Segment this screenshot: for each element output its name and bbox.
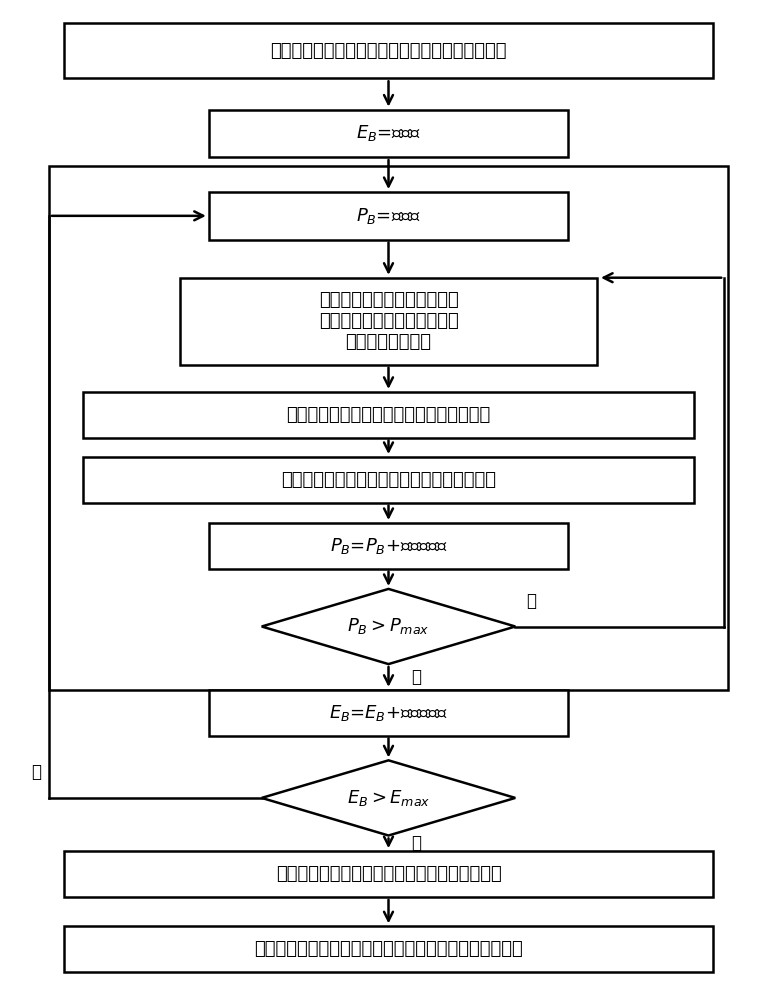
FancyBboxPatch shape (210, 192, 567, 240)
FancyBboxPatch shape (82, 457, 695, 503)
Text: $P_B$=$P_B$+第一固定值: $P_B$=$P_B$+第一固定值 (329, 536, 448, 556)
Text: 否: 否 (527, 592, 536, 610)
Text: 否: 否 (32, 763, 42, 781)
Text: 输入负荷、风电数据及火电机组常规调峰出力范围: 输入负荷、风电数据及火电机组常规调峰出力范围 (270, 42, 507, 60)
Text: 根据每日充放电深度计算储能系统运行寿命: 根据每日充放电深度计算储能系统运行寿命 (287, 406, 490, 424)
Text: 是: 是 (411, 834, 421, 852)
Text: $E_B$=$E_B$+第二固定值: $E_B$=$E_B$+第二固定值 (329, 703, 448, 723)
FancyBboxPatch shape (210, 110, 567, 157)
Text: 计算在该配置下储能系统全寿命周期内净收益: 计算在该配置下储能系统全寿命周期内净收益 (281, 471, 496, 489)
FancyBboxPatch shape (210, 690, 567, 736)
FancyBboxPatch shape (179, 278, 598, 365)
Polygon shape (262, 760, 515, 836)
FancyBboxPatch shape (64, 23, 713, 78)
Text: $P_B$=初始值: $P_B$=初始值 (357, 206, 420, 226)
FancyBboxPatch shape (210, 523, 567, 569)
Text: $P_B > P_{max}$: $P_B > P_{max}$ (347, 616, 430, 637)
Text: $E_B > E_{max}$: $E_B > E_{max}$ (347, 788, 430, 808)
Text: 选取净收益最大的配置方案作为储能系统的待选配置方案: 选取净收益最大的配置方案作为储能系统的待选配置方案 (254, 940, 523, 958)
FancyBboxPatch shape (82, 392, 695, 438)
Polygon shape (262, 589, 515, 664)
Text: 根据第二层优化目标函数求解
优化的储能系统充、放电功率
及新增风电接纳量: 根据第二层优化目标函数求解 优化的储能系统充、放电功率 及新增风电接纳量 (319, 291, 458, 351)
FancyBboxPatch shape (64, 851, 713, 897)
FancyBboxPatch shape (64, 926, 713, 972)
Text: $E_B$=初始值: $E_B$=初始值 (356, 123, 421, 143)
Text: 得到各配置方案下储能系统全寿命周期内净收益: 得到各配置方案下储能系统全寿命周期内净收益 (276, 865, 501, 883)
Text: 是: 是 (411, 668, 421, 686)
